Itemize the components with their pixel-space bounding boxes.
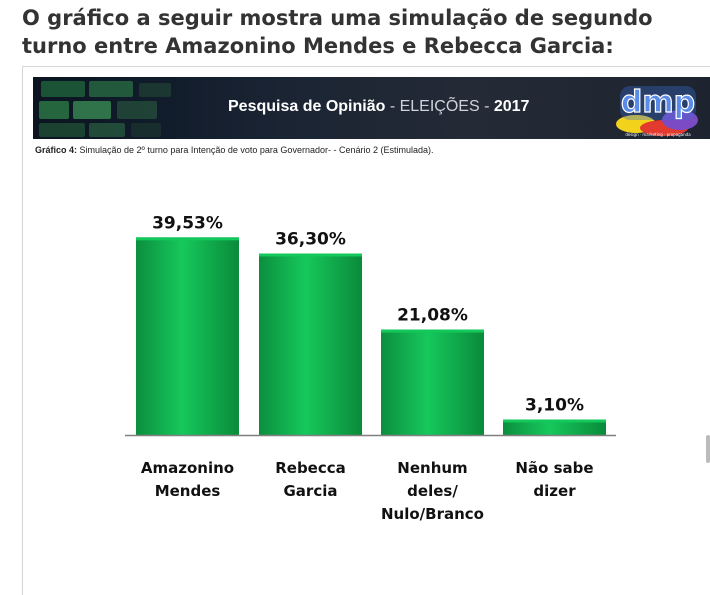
scrollbar-thumb[interactable] (706, 435, 710, 463)
category-label-0-0: Amazonino (141, 459, 234, 477)
bar-0 (136, 237, 239, 435)
data-label-3: 3,10% (525, 396, 584, 416)
category-label-2-2: Nulo/Branco (381, 505, 484, 523)
caption-text: Simulação de 2º turno para Intenção de v… (77, 145, 434, 155)
category-label-3-1: dizer (533, 482, 576, 500)
banner-title: Pesquisa de Opinião - ELEIÇÕES - 2017 (228, 98, 529, 116)
bar-top-edge-3 (503, 419, 606, 423)
category-label-3-0: Não sabe (515, 459, 593, 477)
category-label-1-0: Rebecca (275, 459, 346, 477)
category-label-2-0: Nenhum (397, 459, 467, 477)
chart-figure: Pesquisa de Opinião - ELEIÇÕES - 2017 dm… (22, 66, 710, 595)
bar-top-edge-0 (136, 237, 239, 241)
bar-top-edge-2 (381, 329, 484, 333)
banner-title-bold: Pesquisa de Opinião (228, 98, 386, 115)
category-label-2-1: deles/ (407, 482, 458, 500)
caption-label: Gráfico 4: (35, 145, 78, 155)
banner-title-light: - ELEIÇÕES - (385, 98, 494, 115)
bar-top-edge-1 (259, 253, 362, 257)
bar-chart: 39,53% Amazonino Mendes 36,30% Rebecca Garcia… (125, 213, 616, 523)
bar-3 (503, 419, 606, 435)
chart-caption: Gráfico 4: Simulação de 2º turno para In… (35, 145, 434, 155)
page-heading: O gráfico a seguir mostra uma simulação … (22, 6, 653, 58)
category-label-0-1: Mendes (155, 482, 221, 500)
dmp-logo-icon: dmp design · marketing · propaganda (616, 84, 698, 137)
survey-banner: Pesquisa de Opinião - ELEIÇÕES - 2017 dm… (33, 77, 710, 139)
data-label-1: 36,30% (275, 230, 346, 250)
bar-1 (259, 253, 362, 435)
data-label-2: 21,08% (397, 306, 468, 326)
svg-text:dmp: dmp (621, 85, 695, 120)
category-label-1-1: Garcia (284, 482, 338, 500)
data-label-0: 39,53% (152, 213, 223, 233)
svg-text:design · marketing · propagand: design · marketing · propaganda (625, 132, 691, 137)
banner-year: 2017 (493, 98, 530, 115)
bar-2 (381, 329, 484, 435)
